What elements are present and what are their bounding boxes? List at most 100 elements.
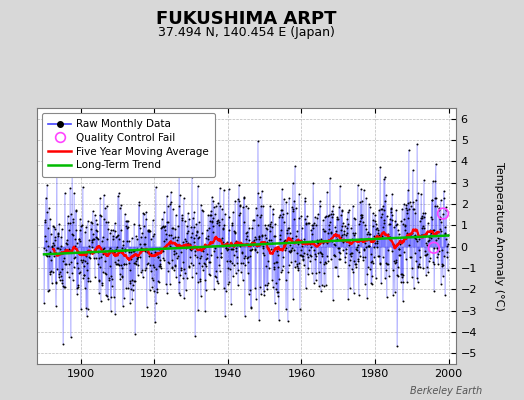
Point — [325, 237, 334, 243]
Point — [319, 226, 327, 232]
Point — [105, 275, 114, 281]
Point — [263, 282, 271, 288]
Point — [408, 274, 416, 280]
Point — [228, 220, 237, 226]
Point — [422, 250, 431, 257]
Point — [168, 225, 176, 232]
Point — [344, 221, 352, 228]
Point — [441, 224, 450, 230]
Point — [77, 223, 85, 229]
Point — [428, 216, 436, 222]
Point — [344, 209, 352, 216]
Point — [418, 214, 427, 221]
Point — [422, 272, 430, 279]
Point — [135, 199, 144, 206]
Point — [438, 219, 446, 225]
Point — [416, 218, 424, 224]
Point — [227, 301, 235, 307]
Point — [101, 257, 109, 264]
Point — [100, 192, 108, 198]
Point — [367, 280, 375, 286]
Point — [67, 210, 75, 217]
Point — [394, 272, 402, 279]
Point — [286, 248, 294, 255]
Point — [110, 249, 118, 255]
Point — [93, 228, 102, 234]
Point — [300, 236, 308, 242]
Point — [374, 230, 382, 236]
Point — [122, 217, 130, 224]
Point — [149, 217, 157, 223]
Point — [120, 261, 128, 267]
Point — [188, 274, 196, 280]
Point — [375, 260, 384, 267]
Point — [219, 225, 227, 232]
Point — [252, 205, 260, 212]
Point — [205, 225, 213, 231]
Point — [290, 264, 299, 270]
Point — [250, 217, 258, 223]
Point — [171, 226, 179, 232]
Point — [379, 203, 387, 209]
Point — [156, 263, 165, 270]
Point — [97, 213, 105, 219]
Point — [304, 254, 313, 260]
Point — [287, 248, 295, 254]
Point — [433, 250, 442, 257]
Point — [87, 218, 95, 225]
Point — [427, 235, 435, 242]
Point — [276, 236, 284, 242]
Point — [419, 265, 427, 271]
Point — [53, 245, 62, 252]
Point — [88, 236, 96, 243]
Point — [336, 250, 345, 256]
Point — [419, 222, 427, 229]
Point — [126, 280, 134, 286]
Point — [154, 254, 162, 260]
Point — [149, 233, 158, 240]
Point — [42, 246, 50, 253]
Point — [80, 272, 88, 278]
Point — [229, 208, 237, 215]
Point — [170, 263, 179, 270]
Point — [118, 273, 126, 280]
Point — [99, 246, 107, 252]
Point — [245, 224, 253, 231]
Point — [184, 210, 192, 216]
Point — [218, 215, 226, 222]
Point — [89, 208, 97, 214]
Point — [441, 230, 449, 236]
Point — [304, 246, 313, 253]
Point — [226, 246, 235, 252]
Point — [58, 277, 66, 284]
Point — [134, 261, 143, 268]
Point — [85, 242, 94, 249]
Point — [149, 262, 157, 268]
Point — [61, 190, 69, 196]
Point — [160, 227, 169, 234]
Point — [443, 254, 451, 260]
Point — [140, 247, 149, 254]
Point — [270, 263, 279, 270]
Point — [288, 206, 297, 212]
Point — [250, 246, 259, 252]
Point — [255, 233, 264, 240]
Point — [115, 262, 123, 268]
Point — [243, 233, 251, 239]
Point — [118, 303, 127, 310]
Point — [279, 254, 288, 261]
Point — [281, 246, 289, 253]
Point — [339, 239, 347, 245]
Point — [88, 220, 96, 226]
Point — [332, 232, 340, 239]
Point — [294, 240, 302, 247]
Point — [409, 206, 418, 212]
Point — [268, 206, 277, 212]
Point — [148, 274, 156, 281]
Point — [271, 259, 280, 265]
Point — [178, 239, 187, 245]
Point — [153, 251, 161, 258]
Point — [416, 254, 424, 260]
Point — [387, 204, 396, 211]
Point — [127, 249, 135, 256]
